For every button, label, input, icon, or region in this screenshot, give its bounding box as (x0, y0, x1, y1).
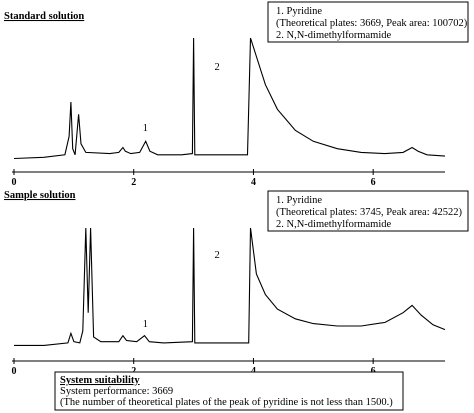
standard-x-ticks: 0 2 4 6 (12, 169, 376, 188)
standard-solution-panel: Standard solution 1. Pyridine (Theoretic… (4, 1, 469, 188)
sample-solution-title: Sample solution (4, 190, 76, 201)
sample-legend-line-1: 1. Pyridine (276, 195, 322, 206)
sample-peak-labels: 12 (143, 250, 220, 330)
peak-label-1: 1 (143, 319, 148, 330)
sample-legend-line-3: 2. N,N-dimethylformamide (276, 219, 392, 230)
standard-legend-line-2: (Theoretical plates: 3669, Peak area: 10… (276, 18, 468, 29)
sample-solution-panel: Sample solution 1. Pyridine (Theoretical… (4, 190, 469, 377)
x-tick-label: 0 (12, 366, 17, 377)
x-tick-label: 4 (251, 177, 256, 188)
system-suitability-line-2: (The number of theoretical plates of the… (60, 397, 393, 408)
system-suitability-line-1: System performance: 3669 (60, 386, 173, 397)
system-suitability-box: System suitability System performance: 3… (54, 371, 404, 411)
standard-legend-box (267, 1, 469, 43)
system-suitability-heading: System suitability (60, 375, 140, 386)
standard-solution-title: Standard solution (4, 11, 84, 22)
sample-legend-box (267, 190, 469, 232)
standard-peak-labels: 12 (143, 62, 220, 134)
peak-label-2: 2 (215, 62, 220, 73)
standard-chromatogram-trace (13, 37, 446, 160)
peak-label-2: 2 (215, 250, 220, 261)
peak-label-1: 1 (143, 123, 148, 134)
system-suitability-frame (54, 371, 404, 411)
sample-legend-line-2: (Theoretical plates: 3745, Peak area: 42… (276, 207, 463, 218)
x-tick-label: 0 (12, 177, 17, 188)
standard-legend-line-1: 1. Pyridine (276, 6, 322, 17)
sample-chromatogram-trace (14, 227, 446, 346)
x-tick-label: 2 (131, 177, 136, 188)
x-tick-label: 6 (371, 177, 376, 188)
standard-legend-line-3: 2. N,N-dimethylformamide (276, 30, 392, 41)
